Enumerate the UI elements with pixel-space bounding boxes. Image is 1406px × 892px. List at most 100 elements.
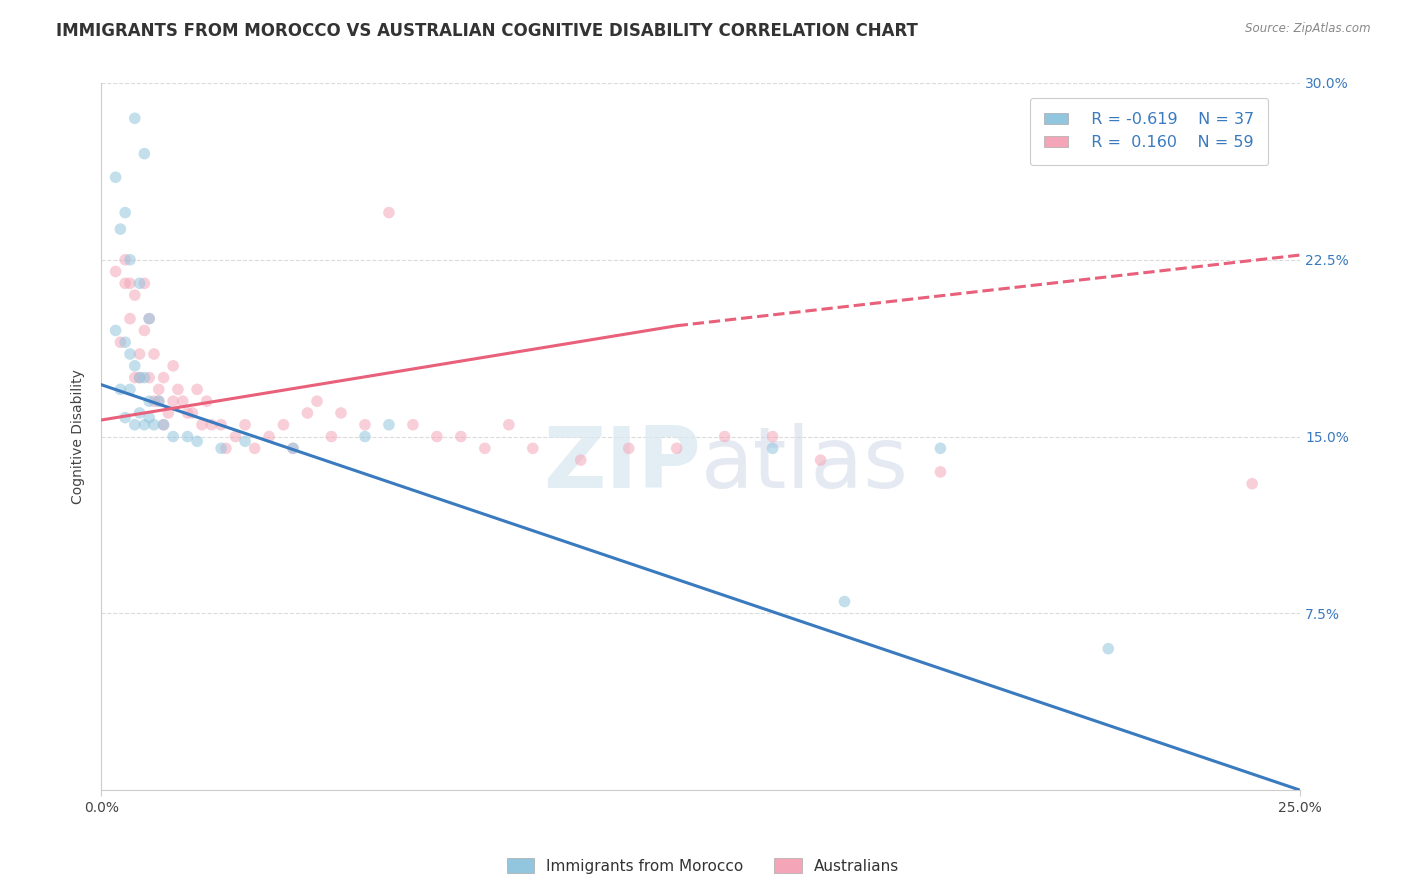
Point	[128, 406, 150, 420]
Point	[1097, 641, 1119, 656]
Text: Source: ZipAtlas.com: Source: ZipAtlas.com	[1246, 22, 1371, 36]
Point	[181, 406, 204, 420]
Point	[148, 394, 170, 409]
Point	[110, 222, 132, 236]
Point	[162, 359, 184, 373]
Point	[450, 429, 472, 443]
Point	[143, 417, 166, 432]
Y-axis label: Cognitive Disability: Cognitive Disability	[72, 369, 86, 504]
Point	[114, 335, 136, 350]
Point	[124, 112, 146, 126]
Point	[1241, 476, 1264, 491]
Point	[152, 370, 174, 384]
Point	[114, 277, 136, 291]
Point	[110, 335, 132, 350]
Point	[138, 394, 160, 409]
Point	[134, 277, 156, 291]
Point	[143, 394, 166, 409]
Text: ZIP: ZIP	[543, 424, 700, 507]
Point	[297, 406, 319, 420]
Point	[157, 406, 180, 420]
Point	[124, 370, 146, 384]
Point	[378, 205, 401, 219]
Point	[929, 465, 952, 479]
Point	[761, 442, 783, 456]
Point	[273, 417, 295, 432]
Text: atlas: atlas	[700, 424, 908, 507]
Point	[330, 406, 353, 420]
Point	[215, 442, 238, 456]
Point	[713, 429, 735, 443]
Point	[321, 429, 343, 443]
Legend:   R = -0.619    N = 37,   R =  0.160    N = 59: R = -0.619 N = 37, R = 0.160 N = 59	[1029, 98, 1268, 165]
Point	[134, 370, 156, 384]
Point	[233, 434, 256, 449]
Point	[138, 311, 160, 326]
Point	[118, 383, 141, 397]
Point	[209, 417, 232, 432]
Point	[114, 252, 136, 267]
Point	[128, 347, 150, 361]
Point	[191, 417, 214, 432]
Text: IMMIGRANTS FROM MOROCCO VS AUSTRALIAN COGNITIVE DISABILITY CORRELATION CHART: IMMIGRANTS FROM MOROCCO VS AUSTRALIAN CO…	[56, 22, 918, 40]
Point	[114, 205, 136, 219]
Point	[305, 394, 328, 409]
Point	[402, 417, 425, 432]
Point	[186, 383, 208, 397]
Point	[148, 394, 170, 409]
Point	[209, 442, 232, 456]
Point	[128, 277, 150, 291]
Point	[118, 311, 141, 326]
Point	[665, 442, 688, 456]
Point	[224, 429, 246, 443]
Legend: Immigrants from Morocco, Australians: Immigrants from Morocco, Australians	[501, 852, 905, 880]
Point	[354, 417, 377, 432]
Point	[124, 288, 146, 302]
Point	[138, 410, 160, 425]
Point	[167, 383, 190, 397]
Point	[176, 406, 198, 420]
Point	[152, 417, 174, 432]
Point	[354, 429, 377, 443]
Point	[474, 442, 496, 456]
Point	[152, 417, 174, 432]
Point	[243, 442, 266, 456]
Point	[172, 394, 194, 409]
Point	[834, 594, 856, 608]
Point	[281, 442, 304, 456]
Point	[257, 429, 280, 443]
Point	[162, 394, 184, 409]
Point	[104, 170, 127, 185]
Point	[128, 370, 150, 384]
Point	[162, 429, 184, 443]
Point	[761, 429, 783, 443]
Point	[186, 434, 208, 449]
Point	[124, 417, 146, 432]
Point	[195, 394, 218, 409]
Point	[522, 442, 544, 456]
Point	[118, 277, 141, 291]
Point	[378, 417, 401, 432]
Point	[200, 417, 222, 432]
Point	[143, 347, 166, 361]
Point	[114, 410, 136, 425]
Point	[176, 429, 198, 443]
Point	[138, 370, 160, 384]
Point	[134, 417, 156, 432]
Point	[128, 370, 150, 384]
Point	[134, 323, 156, 337]
Point	[124, 359, 146, 373]
Point	[929, 442, 952, 456]
Point	[569, 453, 592, 467]
Point	[134, 146, 156, 161]
Point	[233, 417, 256, 432]
Point	[498, 417, 520, 432]
Point	[104, 323, 127, 337]
Point	[426, 429, 449, 443]
Point	[810, 453, 832, 467]
Point	[118, 347, 141, 361]
Point	[110, 383, 132, 397]
Point	[617, 442, 640, 456]
Point	[138, 311, 160, 326]
Point	[118, 252, 141, 267]
